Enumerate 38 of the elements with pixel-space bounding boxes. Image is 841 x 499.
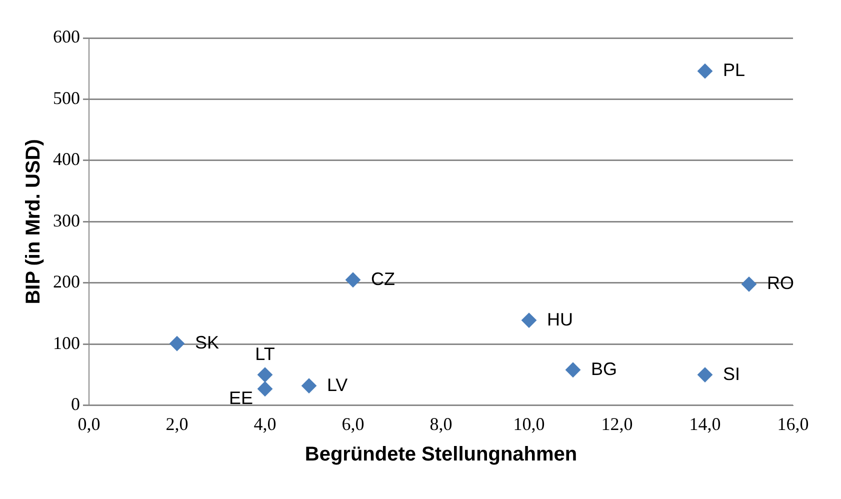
point	[258, 381, 272, 396]
x-tick-label: 12,0	[601, 414, 633, 434]
y-tick-label: 0	[71, 394, 80, 414]
y-tick-label: 300	[53, 210, 80, 230]
point	[346, 272, 360, 288]
annotation: EE	[228, 388, 254, 408]
x-tick-label: 6,0	[342, 414, 364, 434]
annotation: PL	[723, 60, 746, 80]
x-tick-label: 4,0	[254, 414, 276, 434]
annotation: CZ	[371, 268, 395, 289]
point	[258, 367, 272, 382]
annotation: BG	[591, 358, 618, 379]
point	[742, 276, 756, 292]
point	[522, 312, 536, 328]
point	[698, 64, 712, 79]
x-tick-label: 0,0	[78, 414, 100, 434]
y-tick-label: 400	[53, 149, 80, 170]
y-tick-label: 500	[53, 88, 80, 108]
y-tick-label: 600	[53, 26, 80, 47]
y-axis-title: BIP (in Mrd. USD)	[22, 139, 45, 304]
point	[170, 336, 184, 352]
annotation: RO	[767, 273, 794, 294]
y-tick-label: 200	[53, 272, 80, 292]
point	[302, 378, 316, 394]
annotation: LT	[255, 344, 275, 364]
point	[566, 362, 580, 378]
x-tick-label: 16,0	[777, 414, 809, 434]
x-axis-title: Begründete Stellungnahmen	[304, 444, 578, 466]
annotation: SK	[195, 332, 220, 353]
x-tick-label: 8,0	[430, 414, 452, 434]
x-tick-label: 10,0	[513, 414, 545, 434]
x-tick-label: 2,0	[166, 414, 188, 434]
y-tick-label: 100	[53, 332, 80, 353]
annotation: HU	[547, 309, 573, 330]
annotation: LV	[327, 374, 348, 395]
x-tick-label: 14,0	[689, 414, 721, 434]
point	[698, 367, 712, 382]
annotation: SI	[723, 364, 740, 384]
